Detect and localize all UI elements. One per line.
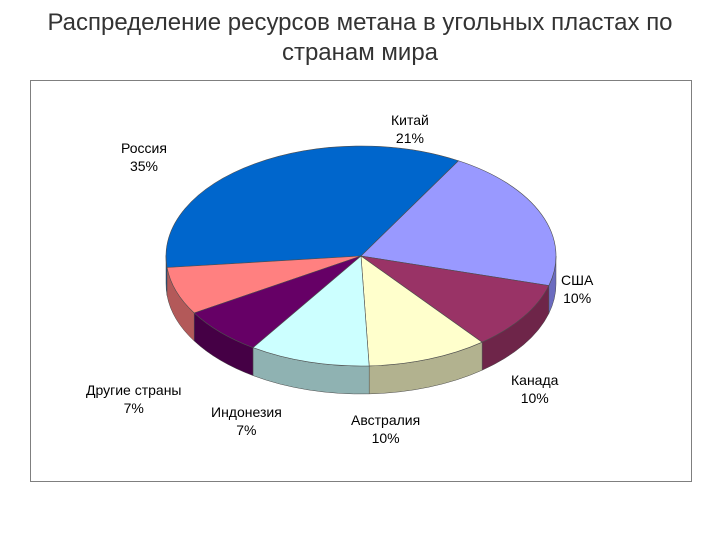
- slice-pct: 7%: [86, 399, 182, 417]
- chart-title: Распределение ресурсов метана в угольных…: [0, 0, 720, 68]
- slice-name: Китай: [391, 112, 429, 128]
- pie-chart: Китай21%США10%Канада10%Австралия10%Индон…: [30, 80, 692, 482]
- slice-label: Россия35%: [121, 139, 167, 175]
- slice-pct: 10%: [511, 389, 558, 407]
- slice-pct: 7%: [211, 421, 282, 439]
- slice-label: США10%: [561, 271, 593, 307]
- slice-label: Индонезия7%: [211, 403, 282, 439]
- slice-label: Австралия10%: [351, 411, 420, 447]
- slice-name: Австралия: [351, 412, 420, 428]
- slice-name: Россия: [121, 140, 167, 156]
- slice-name: Канада: [511, 372, 558, 388]
- slice-label: Канада10%: [511, 371, 558, 407]
- slice-label: Китай21%: [391, 111, 429, 147]
- slice-pct: 10%: [561, 289, 593, 307]
- slice-label: Другие страны7%: [86, 381, 182, 417]
- slice-pct: 10%: [351, 429, 420, 447]
- slice-name: Другие страны: [86, 382, 182, 398]
- slice-name: Индонезия: [211, 404, 282, 420]
- slice-name: США: [561, 272, 593, 288]
- slice-pct: 21%: [391, 129, 429, 147]
- slide: Распределение ресурсов метана в угольных…: [0, 0, 720, 540]
- slice-pct: 35%: [121, 157, 167, 175]
